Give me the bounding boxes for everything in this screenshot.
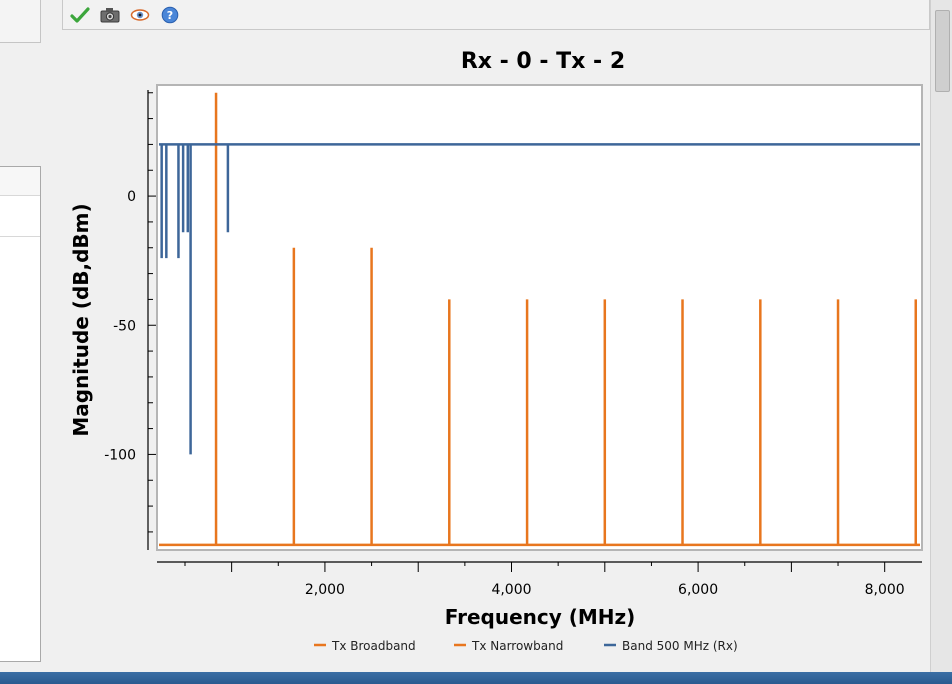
series-3 [159, 143, 920, 455]
x-tick-label: 6,000 [678, 582, 718, 598]
y-axis-title: Magnitude (dB,dBm) [69, 203, 93, 436]
chart: Rx - 0 - Tx - 2 0 -50 -100 2,000 4,000 6,000… [69, 49, 923, 653]
window-bottom-border [0, 672, 952, 684]
series-layer [159, 92, 920, 547]
help-button[interactable]: ? [159, 4, 181, 26]
x-tick-label: 2,000 [305, 582, 345, 598]
left-list-panel[interactable] [0, 166, 41, 662]
y-tick-label: -100 [104, 447, 136, 463]
vertical-scrollbar[interactable] [930, 0, 952, 675]
y-tick-label: -50 [113, 318, 136, 334]
left-top-panel [0, 0, 41, 43]
legend-label: Band 500 MHz (Rx) [622, 639, 738, 653]
y-tick-label: 0 [127, 189, 136, 205]
list-header[interactable] [0, 167, 40, 196]
chart-title: Rx - 0 - Tx - 2 [461, 49, 625, 74]
help-icon: ? [161, 6, 179, 23]
y-axis-ticks: 0 -50 -100 [104, 92, 156, 533]
legend-item: Tx Narrowband [454, 639, 563, 653]
snapshot-button[interactable] [99, 4, 121, 26]
left-pane [0, 0, 42, 684]
chart-toolbar: ? [62, 0, 930, 30]
x-tick-label: 4,000 [491, 582, 531, 598]
plot-area [156, 84, 923, 551]
camera-icon [100, 7, 120, 22]
legend-label: Tx Broadband [331, 639, 416, 653]
checkmark-icon [70, 6, 90, 23]
view-button[interactable] [129, 4, 151, 26]
svg-text:?: ? [167, 9, 173, 22]
legend: Tx Broadband Tx Narrowband Band 500 MHz (R… [314, 639, 738, 653]
series-1 [159, 92, 920, 547]
x-tick-label: 8,000 [865, 582, 905, 598]
legend-item: Tx Broadband [314, 639, 416, 653]
legend-label: Tx Narrowband [471, 639, 563, 653]
apply-button[interactable] [69, 4, 91, 26]
eye-icon [130, 8, 150, 21]
x-axis-ticks: 2,000 4,000 6,000 8,000 [184, 562, 905, 598]
scrollbar-thumb[interactable] [935, 10, 950, 92]
list-item[interactable] [0, 196, 40, 237]
legend-item: Band 500 MHz (Rx) [604, 639, 738, 653]
x-axis-title: Frequency (MHz) [445, 605, 636, 629]
